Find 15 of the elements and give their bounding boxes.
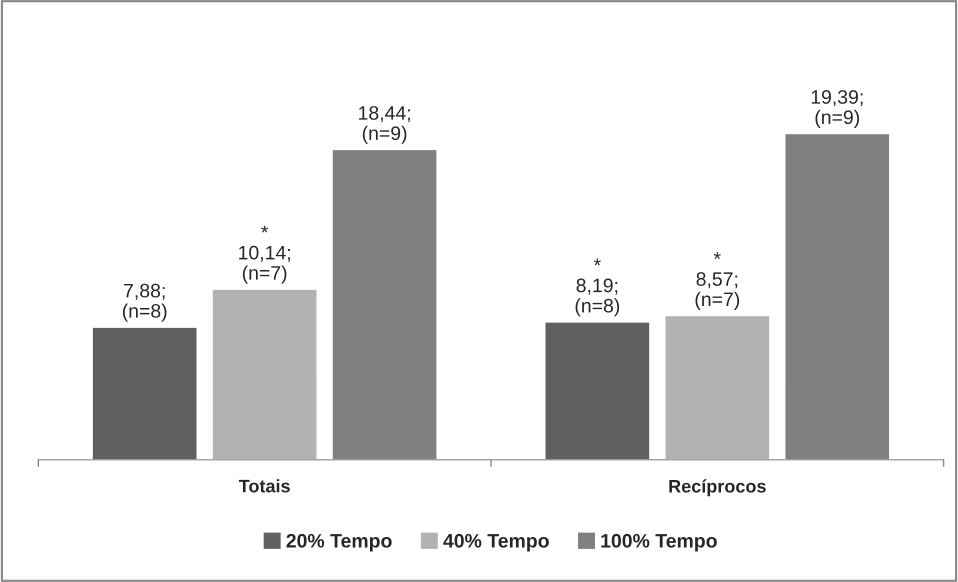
data-label: * 8,57; (n=7) [696, 252, 740, 310]
x-tick-label: Recíprocos [669, 479, 766, 496]
data-label: 18,44; (n=9) [359, 106, 410, 144]
legend-label: 100% Tempo [601, 534, 717, 552]
x-tick-label: Totais [238, 479, 290, 492]
bar [664, 314, 771, 460]
bar [91, 326, 198, 460]
bar [544, 321, 651, 460]
legend-label: 40% Tempo [443, 534, 549, 552]
data-label: 7,88; (n=8) [122, 284, 166, 322]
data-label: * 8,19; (n=8) [576, 258, 620, 316]
data-label: * 10,14; (n=7) [239, 226, 290, 284]
data-label: 19,39; (n=9) [812, 90, 863, 128]
bar [211, 288, 318, 460]
legend-label: 20% Tempo [286, 534, 392, 552]
